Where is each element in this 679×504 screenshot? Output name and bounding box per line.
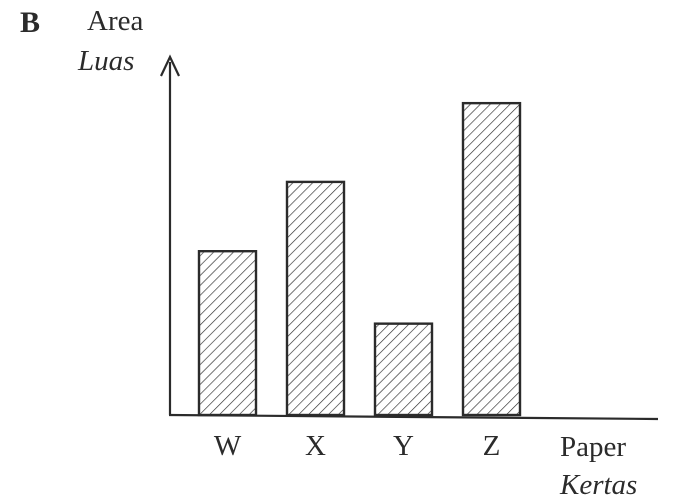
- bar-y: [373, 322, 434, 417]
- x-tick-label-w: W: [214, 430, 242, 462]
- x-tick-label-x: X: [305, 430, 326, 462]
- x-axis-label-alt: Kertas: [559, 469, 637, 501]
- y-axis-label-alt: Luas: [77, 45, 134, 77]
- x-axis-label: Paper: [560, 431, 626, 463]
- bar-x: [285, 180, 346, 417]
- option-letter: B: [20, 6, 40, 39]
- bars-group: [197, 101, 522, 417]
- y-axis-arrow-icon: [160, 54, 180, 77]
- y-axis-label: Area: [87, 5, 143, 37]
- bar-z: [461, 101, 522, 417]
- x-tick-label-z: Z: [483, 430, 501, 462]
- x-tick-label-y: Y: [393, 430, 414, 462]
- bar-w: [197, 249, 258, 417]
- x-tick-labels: W X Y Z: [214, 430, 501, 462]
